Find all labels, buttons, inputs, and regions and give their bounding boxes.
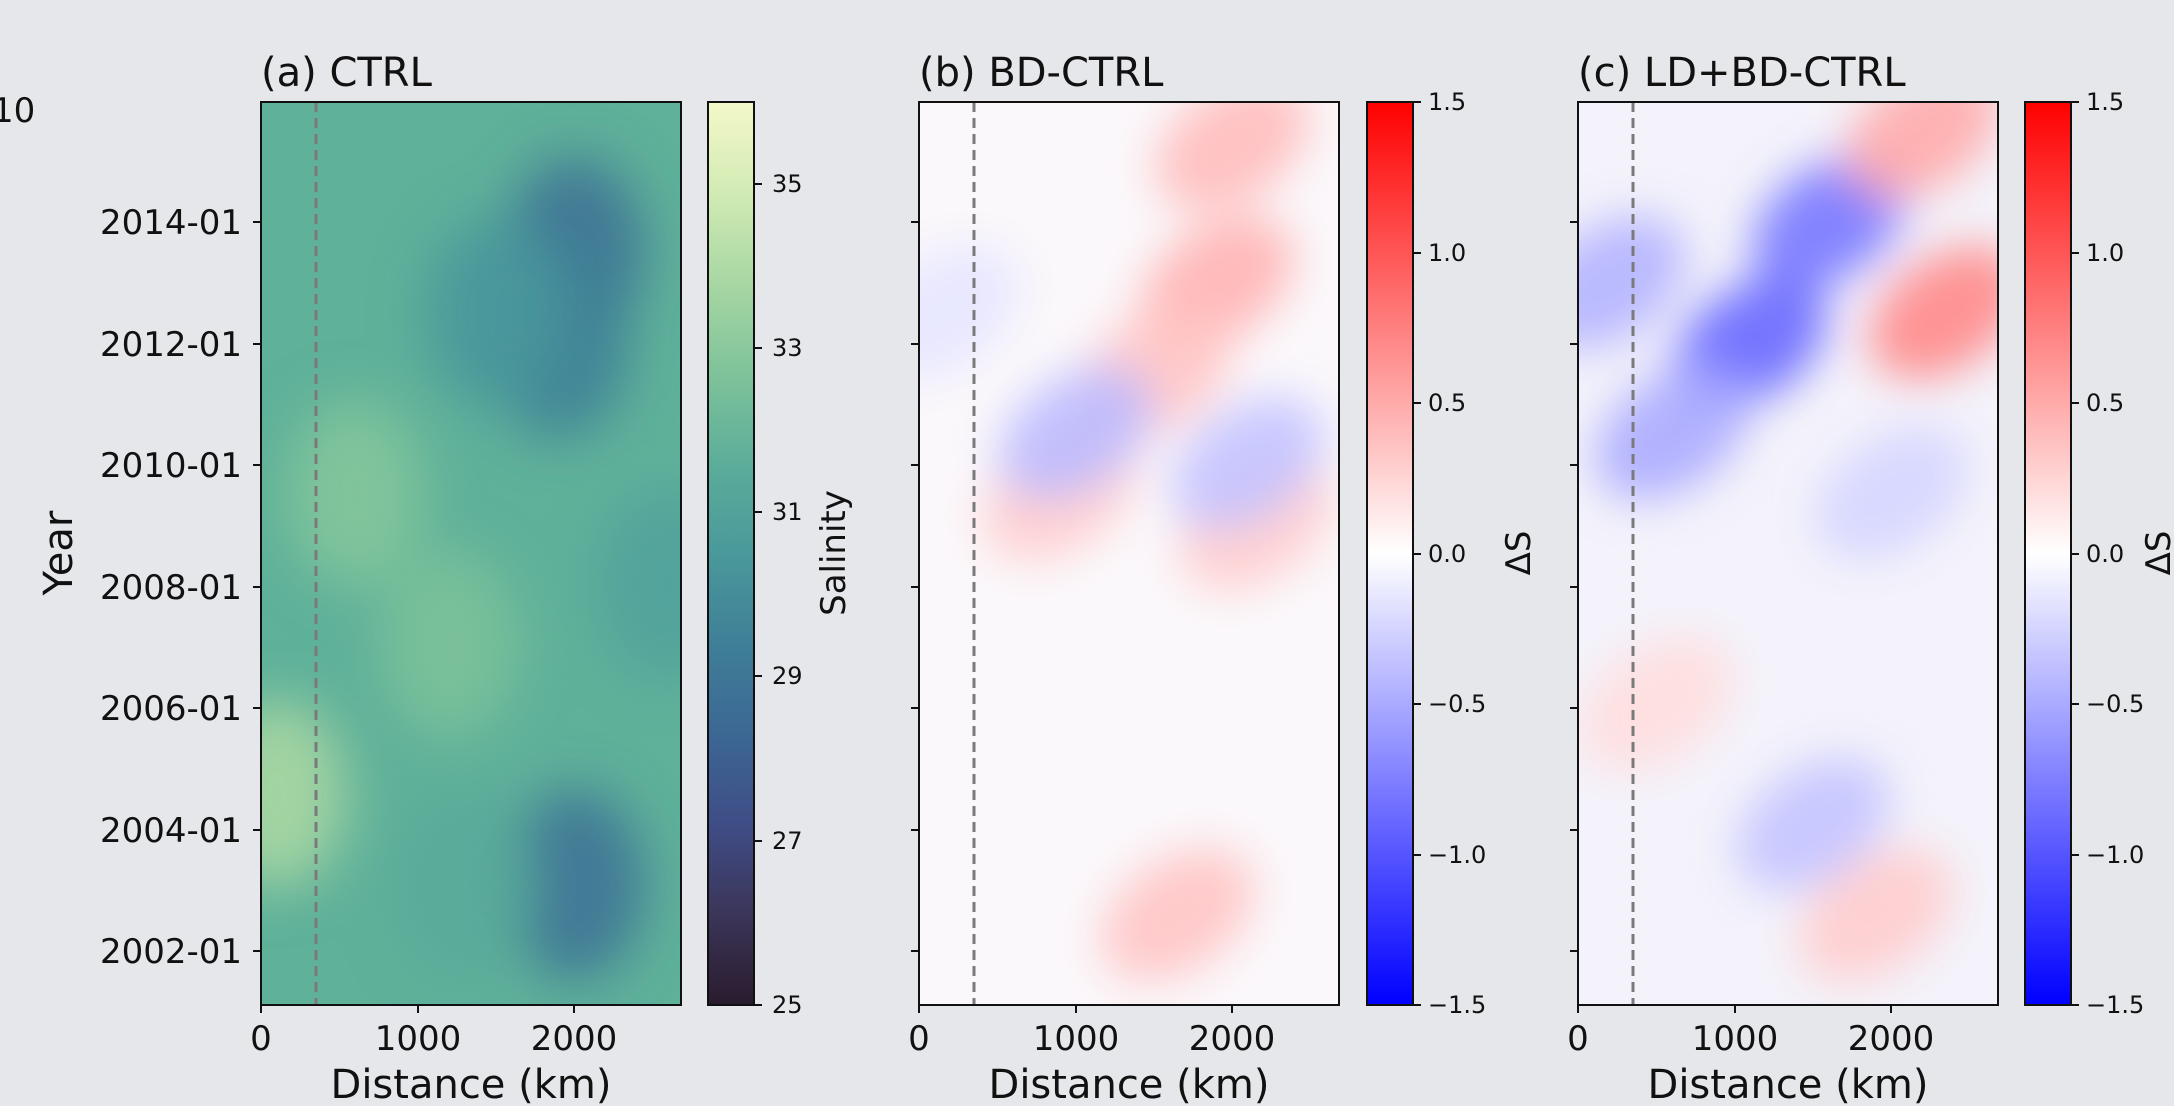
colorbar-diff-b-ticks: 1.5 1.0 0.5 0.0 −0.5 −1.0 −1.5 — [1413, 88, 1486, 1019]
panel-a-features — [261, 157, 681, 980]
panel-c-frame — [1577, 101, 1999, 1006]
colorbar-diff-c-ticks: 1.5 1.0 0.5 0.0 −0.5 −1.0 −1.5 — [2071, 88, 2144, 1019]
ytick-label: 2004-01 — [100, 811, 242, 851]
cb-tick-label: −0.5 — [1428, 690, 1486, 718]
cb-tick-label: 33 — [772, 334, 803, 362]
panel-b-yticks — [911, 221, 919, 952]
field-anomaly — [426, 217, 567, 408]
cb-tick-label: 27 — [772, 827, 803, 855]
field-anomaly — [394, 789, 535, 980]
field-anomaly — [1846, 102, 1998, 199]
panel-c-xticks: 0 1000 2000 — [1567, 1005, 1934, 1059]
cb-tick-label: 29 — [772, 662, 803, 690]
field-anomaly — [285, 398, 426, 589]
panel-c-xlabel: Distance (km) — [1648, 1062, 1929, 1106]
panel-c-yticks — [1570, 221, 1578, 952]
colorbar-salinity-ticks: 25 27 29 31 33 35 — [754, 170, 803, 1019]
panel-a-yticks: 2002-01 2004-01 2006-01 2008-01 2010-01 … — [100, 203, 261, 972]
colorbar-salinity: 25 27 29 31 33 35 Salinity — [707, 101, 854, 1019]
panel-b-field — [919, 102, 1339, 1005]
panel-b-xlabel: Distance (km) — [989, 1062, 1270, 1106]
field-anomaly — [1869, 246, 1998, 380]
ytick-label: 2006-01 — [100, 689, 242, 729]
xtick-label: 2000 — [1189, 1019, 1276, 1059]
cb-tick-label: −1.5 — [1428, 991, 1486, 1019]
stray-label: 10 — [0, 91, 35, 131]
cb-tick-label: 35 — [772, 170, 803, 198]
field-anomaly — [1736, 758, 1890, 891]
panel-b-features — [919, 102, 1333, 982]
panel-a-xticks: 0 1000 2000 — [250, 1005, 617, 1059]
field-anomaly — [1155, 102, 1309, 211]
panel-b-frame — [918, 101, 1340, 1006]
xtick-label: 1000 — [1033, 1019, 1120, 1059]
panel-c-features — [1578, 102, 1998, 982]
xtick-label: 0 — [250, 1019, 272, 1059]
colorbar-salinity-ramp — [707, 101, 755, 1006]
field-anomaly — [1814, 426, 1968, 560]
ytick-label: 2002-01 — [100, 932, 242, 972]
cb-tick-label: 1.5 — [1428, 88, 1466, 116]
panel-c-field — [1578, 102, 1998, 1005]
xtick-label: 0 — [1567, 1019, 1589, 1059]
field-anomaly — [919, 246, 1019, 380]
cb-tick-label: −1.0 — [1428, 841, 1486, 869]
colorbar-diff-b: 1.5 1.0 0.5 0.0 −0.5 −1.0 −1.5 ΔS — [1366, 88, 1539, 1019]
colorbar-diff-c-label: ΔS — [2139, 531, 2174, 576]
field-anomaly — [504, 789, 645, 980]
panel-b-title: (b) BD-CTRL — [919, 50, 1164, 96]
colorbar-diff-b-ramp — [1366, 101, 1414, 1006]
cb-tick-label: −1.5 — [2086, 991, 2144, 1019]
cb-tick-label: −1.0 — [2086, 841, 2144, 869]
cb-tick-label: 1.5 — [2086, 88, 2124, 116]
panel-c-title: (c) LD+BD-CTRL — [1578, 50, 1906, 96]
panel-b-xticks: 0 1000 2000 — [908, 1005, 1275, 1059]
xtick-label: 0 — [908, 1019, 930, 1059]
panel-bd-ctrl: (b) BD-CTRL 0 1000 2000 Distance (km) — [908, 50, 1539, 1106]
panel-a-title: (a) CTRL — [261, 50, 433, 96]
ytick-label: 2008-01 — [100, 568, 242, 608]
cb-tick-label: 0.0 — [2086, 540, 2124, 568]
cb-tick-label: 25 — [772, 991, 803, 1019]
field-anomaly — [1799, 848, 1953, 982]
cb-tick-label: 1.0 — [1428, 239, 1466, 267]
field-anomaly — [598, 488, 681, 679]
panel-ctrl: (a) CTRL 2002-01 2004-01 2006-01 2008-01… — [100, 50, 854, 1106]
field-anomaly — [261, 699, 347, 890]
cb-tick-label: −0.5 — [2086, 690, 2144, 718]
panel-a-frame — [260, 101, 682, 1006]
field-anomaly — [1171, 396, 1325, 530]
panel-a-field — [261, 102, 681, 1005]
field-anomaly — [379, 548, 520, 739]
xtick-label: 2000 — [531, 1019, 618, 1059]
y-axis-label: Year — [36, 510, 82, 596]
colorbar-diff-c-ramp — [2024, 101, 2072, 1006]
cb-tick-label: 0.5 — [2086, 389, 2124, 417]
field-anomaly — [1101, 848, 1255, 982]
field-anomaly — [999, 366, 1153, 500]
colorbar-diff-b-label: ΔS — [1499, 531, 1539, 576]
colorbar-salinity-label: Salinity — [814, 490, 854, 616]
xtick-label: 1000 — [1692, 1019, 1779, 1059]
field-anomaly — [1578, 216, 1686, 349]
cb-tick-label: 1.0 — [2086, 239, 2124, 267]
panel-a-xlabel: Distance (km) — [331, 1062, 612, 1106]
xtick-label: 1000 — [375, 1019, 462, 1059]
ytick-label: 2014-01 — [100, 203, 242, 243]
colorbar-diff-c: 1.5 1.0 0.5 0.0 −0.5 −1.0 −1.5 ΔS — [2024, 88, 2174, 1019]
panel-ld-bd-ctrl: (c) LD+BD-CTRL 0 1000 2000 Distance (km) — [1567, 50, 2174, 1106]
cb-tick-label: 0.0 — [1428, 540, 1466, 568]
cb-tick-label: 0.5 — [1428, 389, 1466, 417]
xtick-label: 2000 — [1848, 1019, 1935, 1059]
ytick-label: 2012-01 — [100, 325, 242, 365]
cb-tick-label: 31 — [772, 498, 803, 526]
ytick-label: 2010-01 — [100, 446, 242, 486]
field-anomaly — [1579, 637, 1733, 771]
